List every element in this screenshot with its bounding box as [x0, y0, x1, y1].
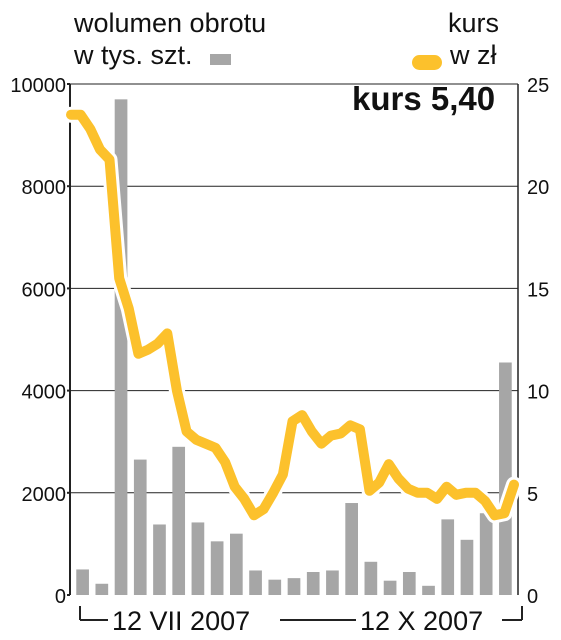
volume-bar: [210, 541, 224, 595]
left-axis-tick-label: 6000: [22, 279, 67, 301]
volume-bar: [364, 561, 378, 595]
right-axis-tick-label: 10: [527, 382, 549, 404]
right-axis-tick-label: 5: [527, 484, 538, 506]
volume-bar: [230, 533, 243, 595]
volume-bar: [249, 570, 262, 595]
volume-bar: [460, 539, 474, 595]
volume-bar: [306, 572, 320, 595]
current-price-label: kurs 5,40: [352, 80, 496, 117]
left-axis-tick-label: 4000: [22, 382, 67, 404]
x-date-label-october: 12 X 2007: [360, 606, 483, 636]
right-axis-tick-label: 20: [527, 177, 549, 199]
volume-bar: [422, 585, 435, 595]
left-axis-tick-label: 8000: [22, 177, 67, 199]
right-axis-tick-label: 15: [527, 279, 549, 301]
legend-volume-label-line1: wolumen obrotu: [74, 8, 267, 38]
legend-price-label-line1: kurs: [448, 8, 500, 38]
price-line: [66, 109, 519, 521]
volume-bar: [326, 570, 339, 595]
volume-bar: [153, 524, 166, 595]
volume-bar: [402, 572, 416, 595]
volume-bar: [383, 580, 397, 595]
right-axis-tick-label: 0: [527, 586, 538, 608]
legend-volume-swatch: [210, 54, 231, 65]
volume-bar: [76, 569, 89, 595]
legend-price-label-line2: w zł: [450, 40, 497, 70]
left-axis-tick-label: 2000: [22, 484, 67, 506]
volume-bar: [345, 503, 358, 595]
volume-bar: [287, 578, 301, 595]
volume-bar: [172, 446, 186, 595]
price-line-halo: [63, 106, 522, 524]
left-axis-tick-label: 10000: [10, 75, 66, 97]
legend-price-swatch: [412, 55, 442, 70]
volume-bar: [191, 522, 205, 595]
right-axis-tick-label: 25: [527, 75, 549, 97]
volume-bar: [133, 459, 147, 595]
left-axis-tick-label: 0: [55, 586, 66, 608]
volume-bar: [441, 519, 455, 595]
volume-bar: [499, 362, 512, 595]
volume-bar: [268, 579, 282, 595]
volume-bar: [95, 583, 109, 595]
x-date-label-july: 12 VII 2007: [112, 606, 250, 636]
volume-bar: [479, 513, 493, 595]
legend-volume-label-line2: w tys. szt.: [74, 40, 193, 70]
